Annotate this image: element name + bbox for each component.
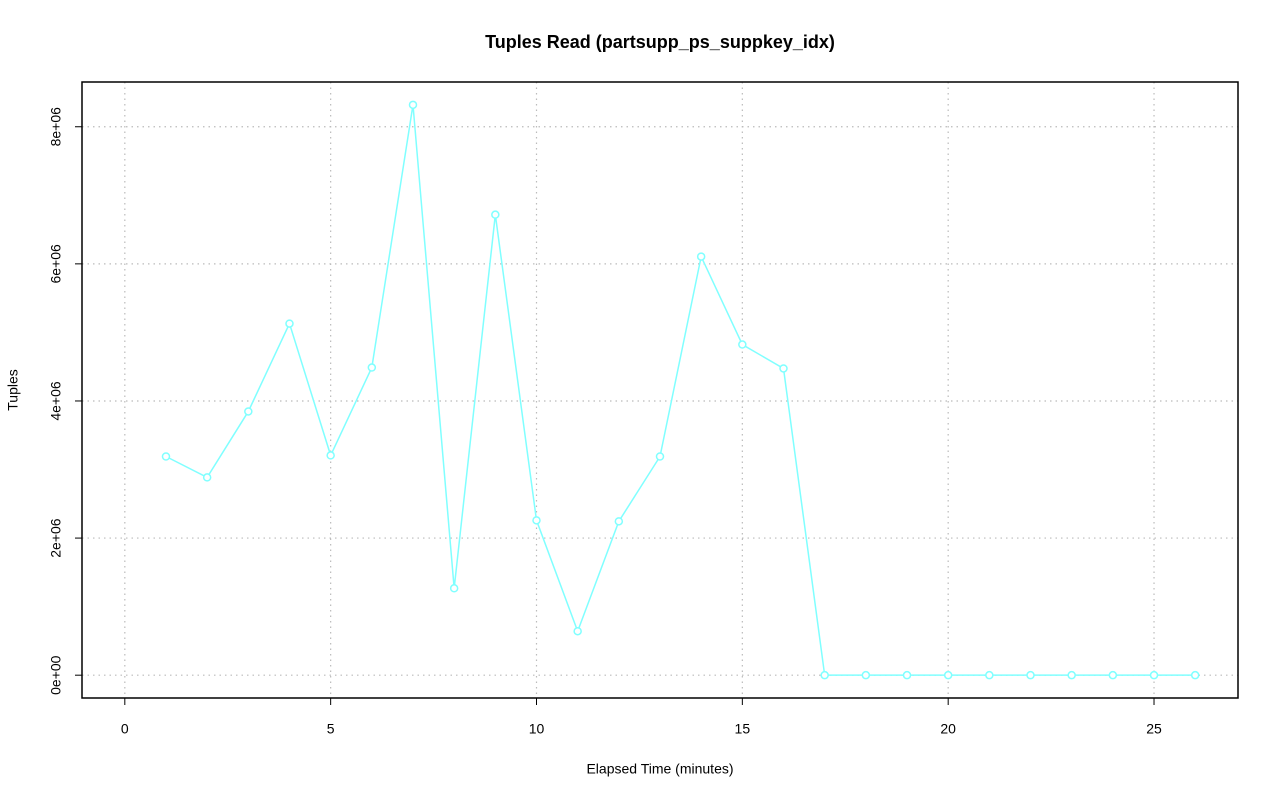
data-point xyxy=(779,364,788,373)
x-tick-label: 20 xyxy=(940,721,956,737)
data-point xyxy=(1108,670,1118,680)
data-point xyxy=(326,451,335,460)
x-tick-label: 0 xyxy=(121,721,129,737)
y-tick-label: 6e+06 xyxy=(48,244,64,284)
data-point xyxy=(573,626,582,636)
x-tick-label: 15 xyxy=(735,721,751,737)
data-point xyxy=(738,340,747,349)
x-axis-label: Elapsed Time (minutes) xyxy=(586,761,733,777)
series-line xyxy=(165,104,1196,676)
x-tick-label: 10 xyxy=(529,721,545,737)
plot-frame xyxy=(81,81,1239,699)
data-point xyxy=(614,517,624,526)
data-point xyxy=(285,319,294,328)
data-point xyxy=(655,452,665,461)
data-point xyxy=(820,670,829,680)
data-point xyxy=(1149,670,1159,680)
y-tick-label: 2e+06 xyxy=(48,518,64,558)
chart-title: Tuples Read (partsupp_ps_suppkey_idx) xyxy=(485,32,835,52)
data-point xyxy=(244,407,253,416)
data-point xyxy=(861,670,871,680)
data-point xyxy=(449,584,459,593)
y-tick-label: 8e+06 xyxy=(48,107,64,147)
data-point xyxy=(161,452,171,461)
data-point xyxy=(943,670,953,680)
x-tick-label: 25 xyxy=(1146,721,1162,737)
y-tick-label: 0e+00 xyxy=(48,655,64,695)
data-point xyxy=(1190,670,1200,680)
data-point xyxy=(902,670,912,680)
data-point xyxy=(367,363,377,372)
data-point xyxy=(985,670,994,680)
data-point xyxy=(408,100,418,110)
data-point xyxy=(1067,670,1076,680)
data-point xyxy=(1026,670,1035,680)
y-axis-label: Tuples xyxy=(5,369,21,411)
x-tick-label: 5 xyxy=(327,721,335,737)
data-point xyxy=(491,210,500,219)
data-point xyxy=(532,516,541,525)
y-tick-label: 4e+06 xyxy=(48,381,64,421)
data-point xyxy=(202,473,212,482)
data-point xyxy=(696,252,706,261)
